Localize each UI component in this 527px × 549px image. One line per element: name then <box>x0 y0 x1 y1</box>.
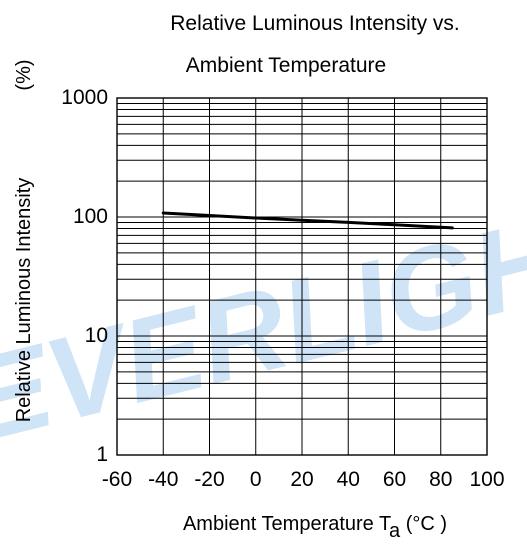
y-tick-label: 1 <box>96 443 108 466</box>
plot-frame <box>116 97 488 456</box>
y-tick-label: 10 <box>85 324 108 347</box>
x-tick-label: -20 <box>194 468 224 491</box>
x-tick-label: 60 <box>383 468 406 491</box>
x-tick-label: -60 <box>102 468 132 491</box>
x-tick-label: 40 <box>337 468 360 491</box>
x-tick-label: 20 <box>290 468 313 491</box>
x-tick-label: 100 <box>469 468 504 491</box>
y-axis-unit: (%) <box>13 59 35 90</box>
x-axis-label-main: Ambient Temperature T <box>183 513 391 535</box>
x-axis-label-unit: (°C ) <box>400 513 447 535</box>
y-axis-label: Relative Luminous Intensity <box>13 178 35 423</box>
x-tick-label: 80 <box>429 468 452 491</box>
x-axis-label: Ambient Temperature Ta (°C ) <box>183 513 447 542</box>
series-line <box>161 211 454 230</box>
x-tick-label: -40 <box>148 468 178 491</box>
y-axis-label-group: Relative Luminous Intensity (%) <box>13 59 35 422</box>
x-tick-label: 0 <box>250 468 262 491</box>
y-tick-label: 100 <box>73 205 108 228</box>
y-tick-label: 1000 <box>61 86 108 109</box>
chart-title-line-1: Relative Luminous Intensity vs. <box>170 12 459 35</box>
plot-grid <box>116 97 488 456</box>
chart-title-line-2: Ambient Temperature <box>186 54 386 77</box>
tick-labels: -60 -40 -20 0 20 40 60 80 100 1 10 100 1000 <box>61 86 504 491</box>
series-layer <box>161 211 454 230</box>
x-axis-label-subscript: a <box>389 520 401 542</box>
